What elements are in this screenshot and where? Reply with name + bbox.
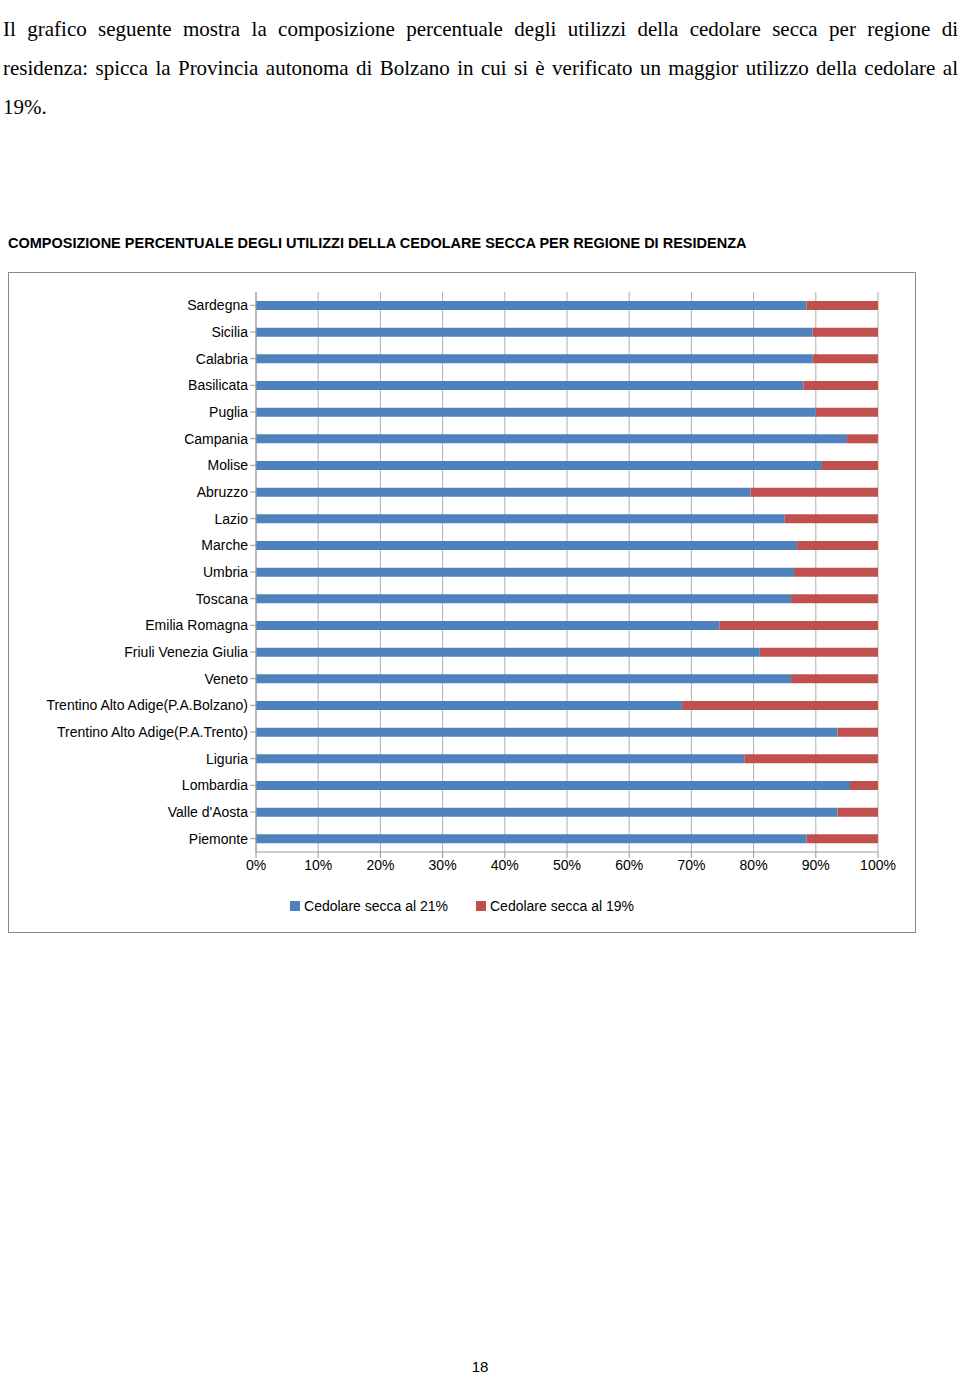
svg-text:Lazio: Lazio	[215, 511, 249, 527]
svg-text:Lombardia: Lombardia	[182, 777, 248, 793]
html-text:18: 18	[471, 1358, 489, 1375]
svg-text:80%: 80%	[740, 857, 768, 873]
svg-text:Valle d'Aosta: Valle d'Aosta	[168, 804, 248, 820]
svg-text:Basilicata: Basilicata	[188, 377, 248, 393]
html-text:Cedolare secca al 19%: Cedolare secca al 19%	[490, 898, 634, 914]
svg-text:Molise: Molise	[208, 457, 249, 473]
svg-text:Sicilia: Sicilia	[211, 324, 248, 340]
svg-text:Veneto: Veneto	[204, 671, 248, 687]
svg-text:Sardegna: Sardegna	[187, 297, 248, 313]
svg-text:Campania: Campania	[184, 431, 248, 447]
svg-text:Liguria: Liguria	[206, 751, 248, 767]
html-text:Il grafico seguente mostra la: Il grafico seguente mostra la composizio…	[3, 17, 958, 119]
svg-text:Calabria: Calabria	[196, 351, 248, 367]
svg-text:Umbria: Umbria	[203, 564, 248, 580]
svg-text:Toscana: Toscana	[196, 591, 248, 607]
svg-text:20%: 20%	[366, 857, 394, 873]
svg-text:0%: 0%	[246, 857, 266, 873]
svg-text:Marche: Marche	[201, 537, 248, 553]
svg-text:Piemonte: Piemonte	[189, 831, 248, 847]
svg-text:40%: 40%	[491, 857, 519, 873]
svg-text:Trentino Alto Adige(P.A.Trento: Trentino Alto Adige(P.A.Trento)	[57, 724, 248, 740]
html-text:COMPOSIZIONE PERCENTUALE DEGLI: COMPOSIZIONE PERCENTUALE DEGLI UTILIZZI …	[8, 235, 747, 251]
svg-text:Abruzzo: Abruzzo	[197, 484, 249, 500]
html-text:Cedolare secca al 21%: Cedolare secca al 21%	[304, 898, 448, 914]
svg-text:10%: 10%	[304, 857, 332, 873]
svg-text:Trentino Alto Adige(P.A.Bolzan: Trentino Alto Adige(P.A.Bolzano)	[46, 697, 248, 713]
svg-text:30%: 30%	[429, 857, 457, 873]
svg-text:70%: 70%	[677, 857, 705, 873]
svg-text:Emilia Romagna: Emilia Romagna	[145, 617, 248, 633]
svg-text:60%: 60%	[615, 857, 643, 873]
svg-text:90%: 90%	[802, 857, 830, 873]
svg-text:Puglia: Puglia	[209, 404, 248, 420]
svg-text:100%: 100%	[860, 857, 896, 873]
svg-text:50%: 50%	[553, 857, 581, 873]
svg-text:Friuli Venezia Giulia: Friuli Venezia Giulia	[124, 644, 248, 660]
